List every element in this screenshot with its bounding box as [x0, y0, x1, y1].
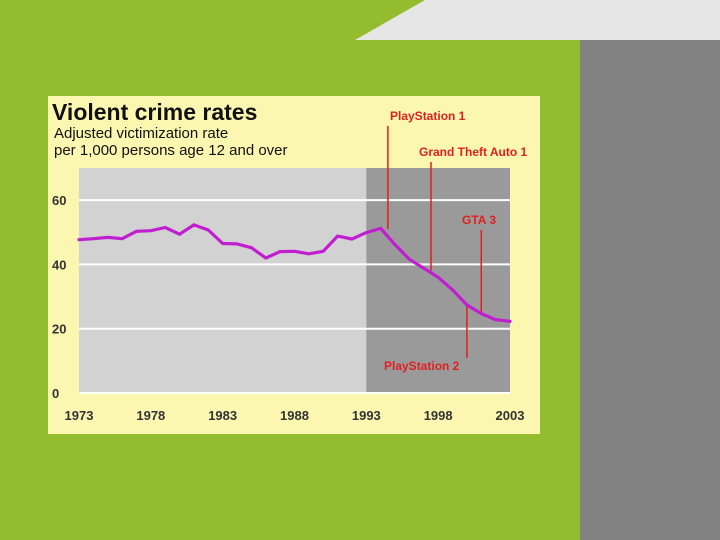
data-point-1995 — [393, 243, 397, 247]
data-point-1982 — [206, 228, 210, 232]
data-point-1978 — [149, 229, 153, 233]
data-point-1987 — [278, 250, 282, 253]
y-tick-label-40: 40 — [52, 257, 66, 272]
data-point-1998 — [436, 275, 440, 279]
data-point-2001 — [479, 312, 483, 316]
data-point-1981 — [192, 223, 196, 227]
data-point-1988 — [293, 249, 296, 253]
annotation-label-3: PlayStation 2 — [384, 359, 460, 373]
data-point-1989 — [307, 252, 311, 256]
chart-subtitle-line-2: per 1,000 persons age 12 and over — [54, 142, 288, 159]
data-point-1997 — [422, 266, 426, 270]
x-tick-label-1993: 1993 — [352, 408, 381, 423]
data-point-1976 — [120, 237, 124, 241]
y-tick-label-20: 20 — [52, 322, 66, 337]
chart-panel: Violent crime rates Adjusted victimizati… — [48, 96, 540, 434]
data-point-1985 — [250, 246, 253, 250]
data-point-1975 — [106, 236, 110, 239]
gray-side-panel — [580, 40, 720, 540]
y-tick-label-0: 0 — [52, 386, 59, 401]
data-point-1986 — [264, 256, 268, 260]
x-tick-label-1988: 1988 — [280, 408, 309, 423]
top-light-band — [355, 0, 720, 40]
annotation-label-0: PlayStation 1 — [390, 109, 466, 123]
data-point-2000 — [465, 303, 469, 307]
data-point-2002 — [494, 318, 498, 322]
series-layer — [77, 223, 512, 323]
data-point-1992 — [350, 237, 354, 241]
annotations: PlayStation 1 Grand Theft Auto 1 GTA 3 Play… — [384, 109, 528, 373]
data-point-1990 — [321, 249, 325, 253]
axis-labels: 0 20 40 60 1973 1978 1983 1988 1993 1998 2003 — [52, 193, 524, 423]
data-point-1979 — [163, 226, 167, 229]
shaded-region — [366, 168, 510, 393]
plot-background — [79, 168, 510, 393]
gridlines — [79, 199, 510, 394]
data-point-1996 — [408, 257, 411, 261]
data-point-1999 — [451, 288, 454, 292]
data-point-2003 — [508, 319, 512, 323]
annotation-label-1: Grand Theft Auto 1 — [419, 145, 528, 159]
x-tick-label-1998: 1998 — [424, 408, 453, 423]
x-tick-label-1978: 1978 — [136, 408, 165, 423]
data-point-1973 — [77, 238, 81, 242]
data-point-1984 — [235, 242, 239, 246]
x-tick-label-1973: 1973 — [65, 408, 94, 423]
chart-subtitle-line-1: Adjusted victimization rate — [54, 125, 228, 142]
data-point-1977 — [135, 229, 138, 233]
data-point-1991 — [336, 234, 339, 238]
violent-crime-chart: Violent crime rates Adjusted victimizati… — [52, 99, 528, 423]
data-point-1994 — [379, 227, 383, 230]
chart-title: Violent crime rates — [52, 99, 257, 125]
y-tick-label-60: 60 — [52, 193, 66, 208]
x-tick-label-2003: 2003 — [496, 408, 525, 423]
data-point-1974 — [91, 237, 95, 241]
data-point-1980 — [178, 232, 181, 236]
annotation-label-2: GTA 3 — [462, 213, 496, 227]
data-point-1993 — [364, 231, 368, 235]
data-point-1983 — [221, 242, 225, 245]
x-tick-label-1983: 1983 — [208, 408, 237, 423]
